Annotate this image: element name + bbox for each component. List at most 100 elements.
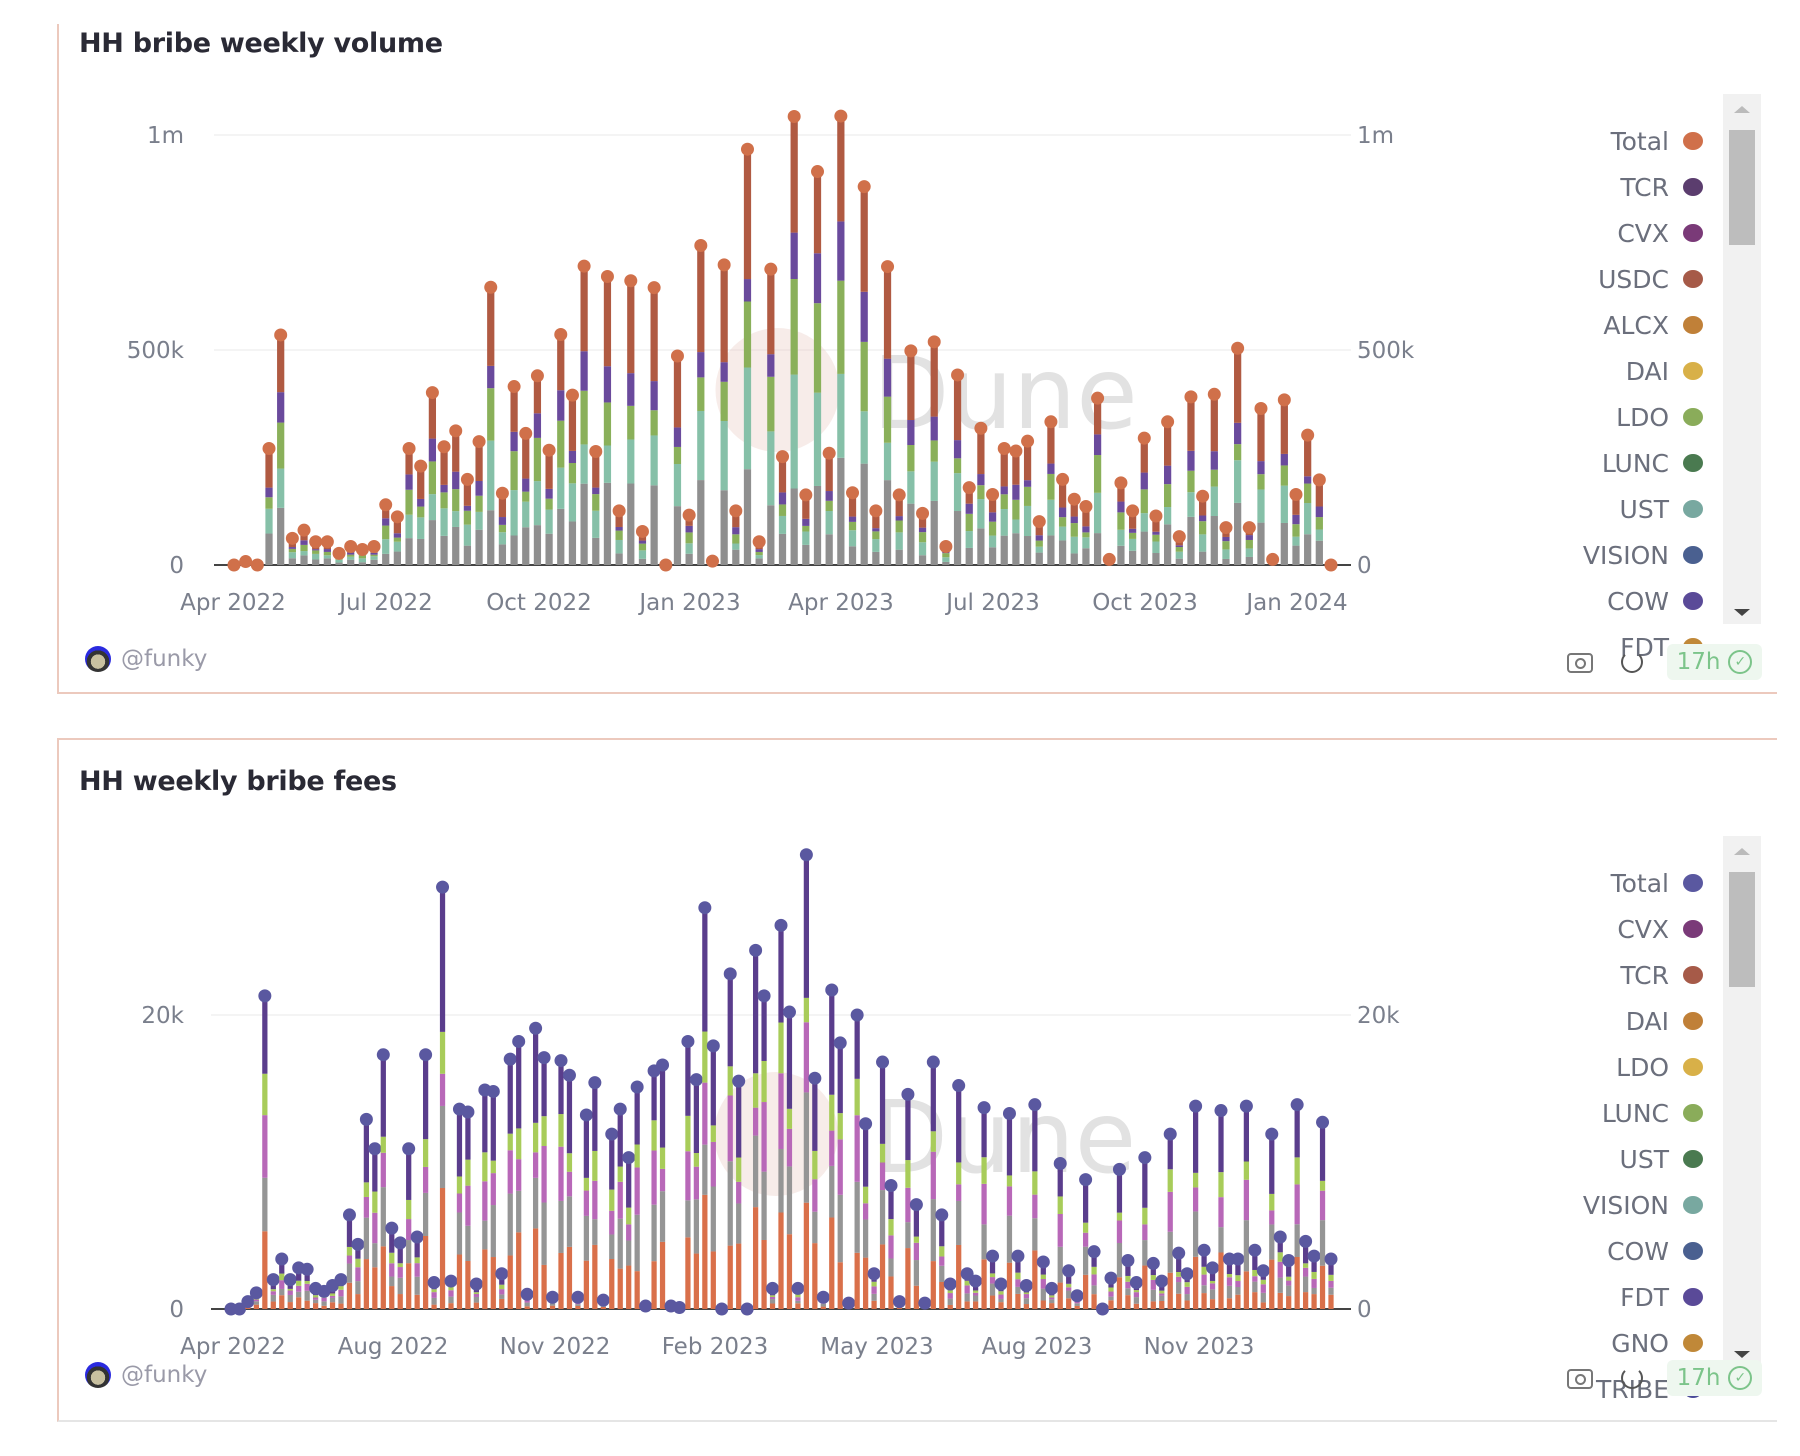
legend-item-dai[interactable]: DAI bbox=[1626, 356, 1703, 386]
bar-segment bbox=[1023, 505, 1032, 537]
bar-segment bbox=[953, 440, 962, 459]
legend-item-fdt[interactable]: FDT bbox=[1620, 1282, 1703, 1312]
bar-segment bbox=[1292, 545, 1300, 565]
bar-segment bbox=[287, 1290, 293, 1295]
legend-item-cow[interactable]: COW bbox=[1607, 586, 1703, 616]
total-point bbox=[1231, 1252, 1245, 1266]
bar-segment bbox=[592, 1180, 598, 1220]
total-point bbox=[723, 967, 737, 981]
scroll-down-icon[interactable] bbox=[1734, 609, 1750, 616]
camera-icon[interactable] bbox=[1567, 1369, 1593, 1389]
legend-item-vision[interactable]: VISION bbox=[1583, 1190, 1703, 1220]
legend-item-tcr[interactable]: TCR bbox=[1620, 172, 1703, 202]
legend-item-vision[interactable]: VISION bbox=[1583, 540, 1703, 570]
bar-segment bbox=[727, 1066, 733, 1096]
refresh-icon[interactable] bbox=[1621, 651, 1643, 673]
legend-item-alcx[interactable]: ALCX bbox=[1603, 310, 1703, 340]
bar-segment bbox=[790, 374, 798, 489]
legend-item-ldo[interactable]: LDO bbox=[1616, 1052, 1703, 1082]
bar-segment bbox=[1140, 438, 1148, 473]
bar-segment bbox=[918, 542, 927, 556]
bar-segment bbox=[487, 287, 495, 366]
legend-scrollbar[interactable] bbox=[1723, 94, 1761, 624]
camera-icon[interactable] bbox=[1567, 653, 1593, 673]
bar-segment bbox=[1082, 1246, 1089, 1275]
legend-label: VISION bbox=[1582, 1190, 1669, 1220]
bar-segment bbox=[651, 1261, 657, 1309]
legend-scrollbar[interactable] bbox=[1723, 836, 1761, 1366]
total-point bbox=[901, 1087, 915, 1101]
legend-label: LUNC bbox=[1601, 448, 1669, 478]
bar-segment bbox=[1066, 1283, 1072, 1288]
total-point bbox=[1079, 1173, 1093, 1187]
legend-item-cvx[interactable]: CVX bbox=[1617, 218, 1703, 248]
bar-segment bbox=[947, 1298, 953, 1305]
bar-segment bbox=[580, 483, 588, 565]
bar-segment bbox=[1163, 484, 1172, 508]
bar-segment bbox=[913, 1204, 920, 1237]
bar-segment bbox=[463, 479, 472, 506]
bar-segment bbox=[981, 1183, 987, 1225]
bar-segment bbox=[825, 534, 833, 565]
scroll-down-icon[interactable] bbox=[1734, 1351, 1750, 1358]
bar-segment bbox=[1234, 502, 1242, 565]
bar-segment bbox=[1245, 556, 1253, 565]
bar-segment bbox=[439, 1073, 446, 1106]
legend-item-lunc[interactable]: LUNC bbox=[1602, 1098, 1703, 1128]
legend-item-cow[interactable]: COW bbox=[1607, 1236, 1703, 1266]
bar-segment bbox=[422, 1166, 429, 1193]
bar-segment bbox=[1012, 499, 1020, 520]
bar-segment bbox=[988, 494, 997, 513]
legend-item-total[interactable]: Total bbox=[1611, 126, 1703, 156]
refresh-icon[interactable] bbox=[1621, 1367, 1643, 1389]
legend-item-cvx[interactable]: CVX bbox=[1617, 914, 1703, 944]
bar-segment bbox=[499, 1294, 505, 1299]
bar-segment bbox=[592, 494, 600, 511]
legend-item-gno[interactable]: GNO bbox=[1611, 1328, 1703, 1358]
total-point bbox=[249, 1286, 263, 1300]
bar-segment bbox=[1319, 1220, 1326, 1266]
legend-item-ust[interactable]: UST bbox=[1620, 494, 1703, 524]
bar-segment bbox=[382, 539, 390, 554]
bar-segment bbox=[355, 1258, 361, 1268]
bar-segment bbox=[583, 1260, 590, 1309]
total-point bbox=[579, 1108, 593, 1122]
bar-segment bbox=[1209, 1280, 1216, 1284]
bar-segment bbox=[795, 1297, 801, 1301]
scroll-up-icon[interactable] bbox=[1734, 106, 1750, 113]
author[interactable]: @funky bbox=[85, 646, 207, 672]
total-point bbox=[1149, 509, 1163, 523]
bar-segment bbox=[1116, 1220, 1123, 1243]
author[interactable]: @funky bbox=[85, 1362, 207, 1388]
total-point bbox=[351, 1237, 365, 1251]
bar-segment bbox=[1311, 1287, 1317, 1295]
bar-segment bbox=[1128, 550, 1137, 565]
legend-item-dai[interactable]: DAI bbox=[1626, 1006, 1703, 1036]
legend-item-lunc[interactable]: LUNC bbox=[1602, 448, 1703, 478]
bar-segment bbox=[1210, 486, 1218, 516]
bar-segment bbox=[1047, 421, 1055, 464]
bar-segment bbox=[651, 1150, 657, 1205]
bar-segment bbox=[710, 1045, 716, 1126]
scroll-up-icon[interactable] bbox=[1734, 848, 1750, 855]
bar-segment bbox=[1047, 535, 1055, 565]
legend-item-ust[interactable]: UST bbox=[1620, 1144, 1703, 1174]
bar-segment bbox=[1159, 1300, 1165, 1309]
bar-segment bbox=[1049, 1303, 1055, 1309]
legend-item-tcr[interactable]: TCR bbox=[1620, 960, 1703, 990]
legend-item-ldo[interactable]: LDO bbox=[1616, 402, 1703, 432]
bar-segment bbox=[778, 515, 787, 534]
bar-segment bbox=[393, 551, 402, 565]
bar-segment bbox=[323, 549, 331, 552]
legend-item-usdc[interactable]: USDC bbox=[1598, 264, 1703, 294]
scroll-thumb[interactable] bbox=[1729, 130, 1755, 245]
scroll-thumb[interactable] bbox=[1729, 872, 1755, 987]
bar-segment bbox=[907, 471, 915, 504]
total-point bbox=[529, 1021, 543, 1035]
bar-segment bbox=[524, 1299, 530, 1303]
bar-segment bbox=[1058, 479, 1067, 508]
bar-segment bbox=[498, 493, 507, 518]
bar-segment bbox=[743, 301, 752, 368]
bar-segment bbox=[685, 1115, 691, 1152]
legend-item-total[interactable]: Total bbox=[1611, 868, 1703, 898]
